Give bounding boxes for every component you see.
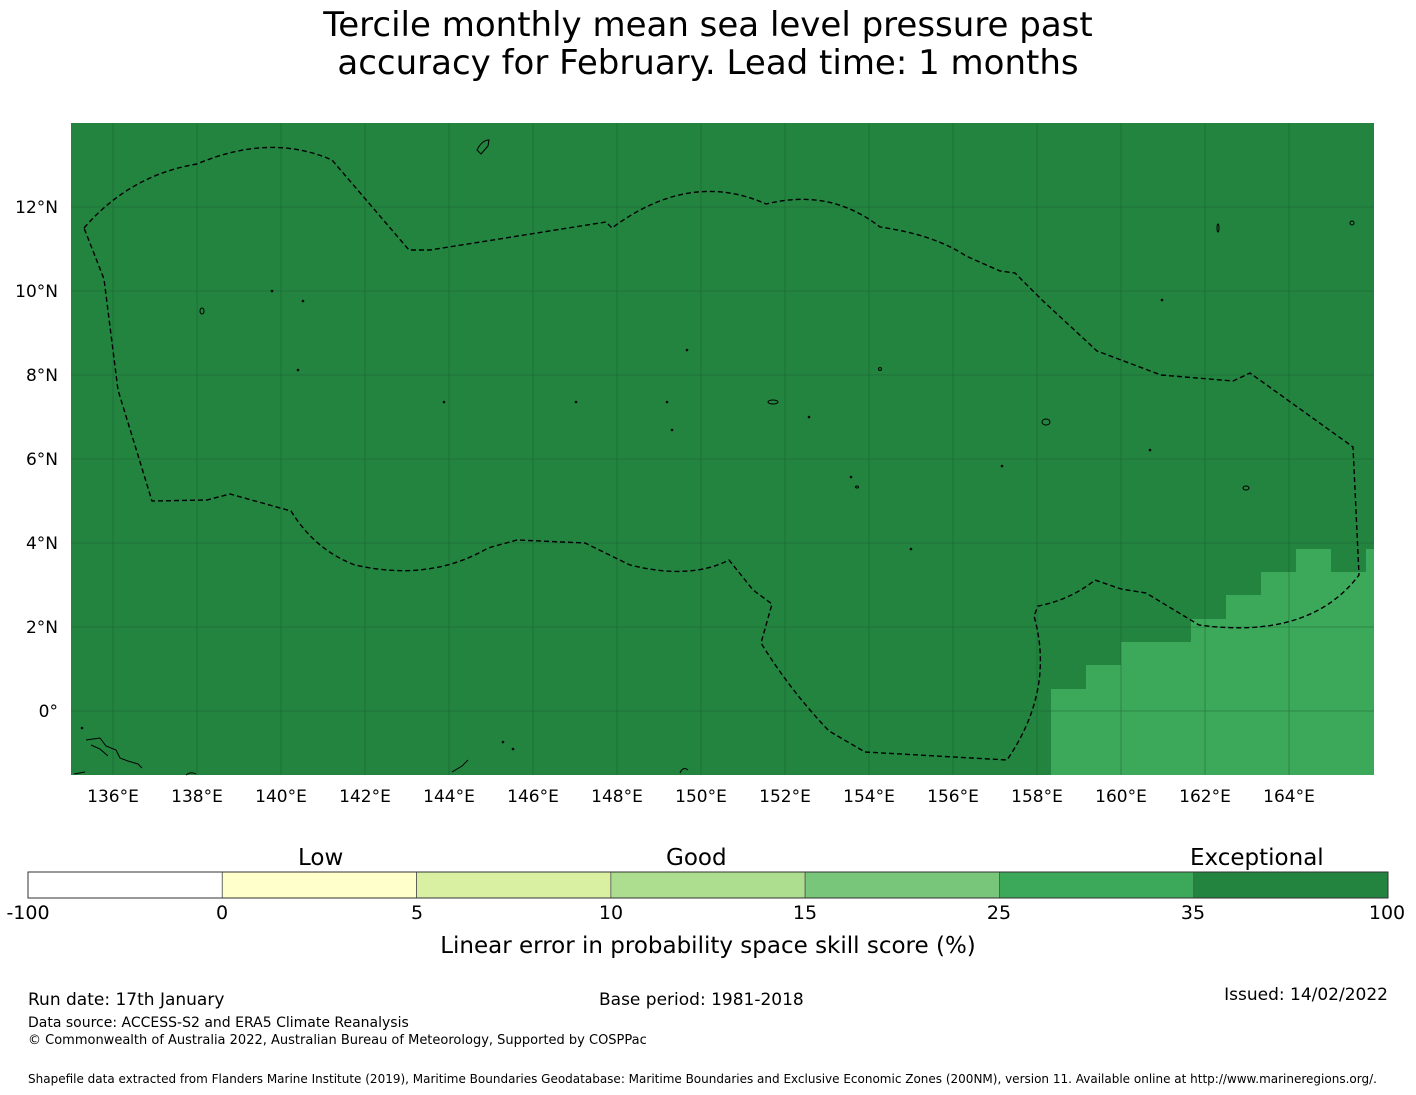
map-title: Tercile monthly mean sea level pressure …	[0, 6, 1416, 82]
colorbar-tick-label: 15	[792, 902, 818, 924]
data-source: Data source: ACCESS-S2 and ERA5 Climate …	[28, 1015, 409, 1031]
island-small-4	[1349, 220, 1355, 226]
island-png-coast-2	[90, 744, 109, 757]
colorbar-category-good: Good	[666, 845, 727, 871]
island-dot-14	[1160, 298, 1164, 302]
latitude-tick-label: 12°N	[15, 198, 58, 218]
colorbar-segment	[804, 871, 1000, 899]
colorbar-axis-label: Linear error in probability space skill …	[440, 933, 976, 959]
longitude-tick-label: 164°E	[1263, 787, 1315, 807]
island-bottom-2	[185, 772, 197, 776]
island-dot-1	[270, 289, 274, 293]
latitude-tick-labels: 12°N 10°N 8°N 6°N 4°N 2°N 0°	[15, 198, 58, 722]
island-png-coast	[85, 737, 143, 769]
latitude-tick-label: 0°	[39, 702, 58, 722]
longitude-tick-label: 150°E	[675, 787, 727, 807]
longitude-tick-label: 144°E	[423, 787, 475, 807]
island-chuuk-outline	[767, 399, 779, 405]
island-pohnpei-outline	[1041, 418, 1051, 426]
island-dot-6	[665, 400, 669, 404]
longitude-tick-label: 152°E	[759, 787, 811, 807]
colorbar-category-low: Low	[298, 845, 344, 871]
island-dot-9	[807, 415, 811, 419]
longitude-tick-label: 160°E	[1095, 787, 1147, 807]
island-dot-8	[685, 348, 689, 352]
island-bottom-left	[73, 771, 86, 775]
shapefile-attribution: Shapefile data extracted from Flanders M…	[28, 1072, 1377, 1086]
longitude-tick-label: 146°E	[507, 787, 559, 807]
island-dot-12	[1000, 464, 1004, 468]
island-bottom-4	[679, 768, 689, 774]
island-dot-13	[1148, 448, 1152, 452]
island-outlines	[73, 139, 1355, 776]
longitude-tick-label: 140°E	[255, 787, 307, 807]
colorbar-segment	[1193, 871, 1389, 899]
island-bottom-3	[451, 759, 469, 773]
colorbar-segment	[999, 871, 1195, 899]
colorbar-tick-label: 5	[410, 902, 424, 924]
island-dot-11	[909, 547, 913, 551]
island-dot-15	[80, 726, 84, 730]
colorbar-tick-label: 10	[598, 902, 624, 924]
issued-date: Issued: 14/02/2022	[1224, 985, 1388, 1005]
latitude-tick-label: 2°N	[26, 618, 58, 638]
colorbar-tick-label: 100	[1368, 902, 1406, 924]
latitude-tick-label: 10°N	[15, 282, 58, 302]
longitude-tick-label: 138°E	[171, 787, 223, 807]
colorbar-tick-label: 0	[215, 902, 229, 924]
latitude-tick-label: 8°N	[26, 366, 58, 386]
colorbar-tick-label: -100	[6, 902, 50, 924]
longitude-tick-label: 162°E	[1179, 787, 1231, 807]
island-dot-4	[442, 400, 446, 404]
map-title-line-1: Tercile monthly mean sea level pressure …	[323, 5, 1093, 45]
island-guam-outline	[476, 139, 490, 155]
colorbar-tick-label: 35	[1180, 902, 1206, 924]
colorbar-frame	[27, 871, 1389, 899]
island-small-1	[878, 367, 882, 371]
island-dot-3	[296, 368, 300, 372]
island-small-3	[1216, 223, 1220, 233]
latitude-tick-label: 6°N	[26, 450, 58, 470]
longitude-tick-label: 148°E	[591, 787, 643, 807]
colorbar-tick-label: 25	[986, 902, 1012, 924]
map-title-line-2: accuracy for February. Lead time: 1 mont…	[337, 43, 1079, 83]
island-dot-17	[511, 747, 515, 751]
longitude-tick-label: 136°E	[87, 787, 139, 807]
longitude-tick-label: 156°E	[927, 787, 979, 807]
colorbar-segment	[221, 871, 417, 899]
island-kosrae-outline	[1242, 485, 1250, 491]
skill-region-25-35	[1051, 549, 1374, 775]
longitude-tick-label: 154°E	[843, 787, 895, 807]
latitude-tick-label: 4°N	[26, 534, 58, 554]
eez-boundary-line	[83, 146, 1360, 761]
colorbar-category-exceptional: Exceptional	[1190, 845, 1324, 871]
island-dot-7	[670, 428, 674, 432]
base-period: Base period: 1981-2018	[599, 990, 804, 1010]
copyright-notice: © Commonwealth of Australia 2022, Austra…	[28, 1033, 647, 1048]
colorbar-segment	[27, 871, 223, 899]
island-small-2	[855, 485, 859, 489]
run-date: Run date: 17th January	[28, 990, 225, 1010]
colorbar	[27, 871, 1389, 899]
map-gridlines	[71, 123, 1374, 775]
longitude-tick-label: 158°E	[1011, 787, 1063, 807]
island-yap-outline	[199, 307, 205, 315]
longitude-tick-labels: 136°E 138°E 140°E 142°E 144°E 146°E 148°E 150°E…	[87, 787, 1315, 807]
colorbar-segment	[610, 871, 806, 899]
island-dot-16	[501, 740, 505, 744]
longitude-tick-label: 142°E	[339, 787, 391, 807]
colorbar-segment	[416, 871, 612, 899]
island-dot-2	[301, 299, 305, 303]
island-dot-5	[574, 400, 578, 404]
island-dot-10	[849, 475, 853, 479]
